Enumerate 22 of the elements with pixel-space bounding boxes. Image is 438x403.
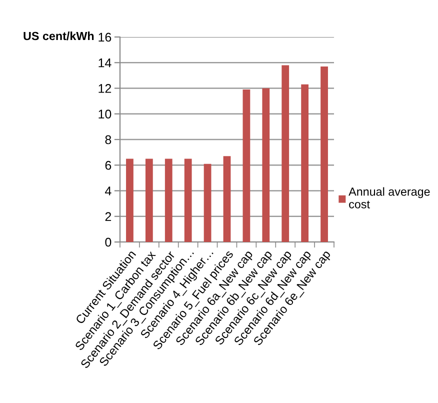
- y-tick-label: 8: [105, 135, 112, 144]
- bar: [164, 158, 172, 242]
- bar: [262, 88, 270, 242]
- y-tick-label: 4: [105, 186, 112, 196]
- y-tick-label: 10: [98, 110, 112, 119]
- bar: [242, 90, 250, 242]
- y-tick-label: 16: [98, 32, 112, 42]
- bar: [320, 66, 328, 242]
- y-tick-label: 14: [98, 58, 112, 68]
- y-tick-label: 0: [105, 238, 112, 247]
- bar: [184, 158, 192, 242]
- y-tick-label: 2: [105, 212, 112, 221]
- bar: [126, 158, 134, 242]
- bar: [301, 84, 309, 242]
- y-tick-label: 12: [98, 84, 112, 93]
- bar: [223, 156, 231, 242]
- y-tick-label: 6: [105, 160, 112, 170]
- bar: [282, 65, 290, 242]
- bar: [204, 164, 212, 242]
- legend-label: Annual average cost: [348, 187, 430, 208]
- y-axis-title: US cent/kWh: [24, 32, 94, 40]
- bar: [145, 158, 153, 242]
